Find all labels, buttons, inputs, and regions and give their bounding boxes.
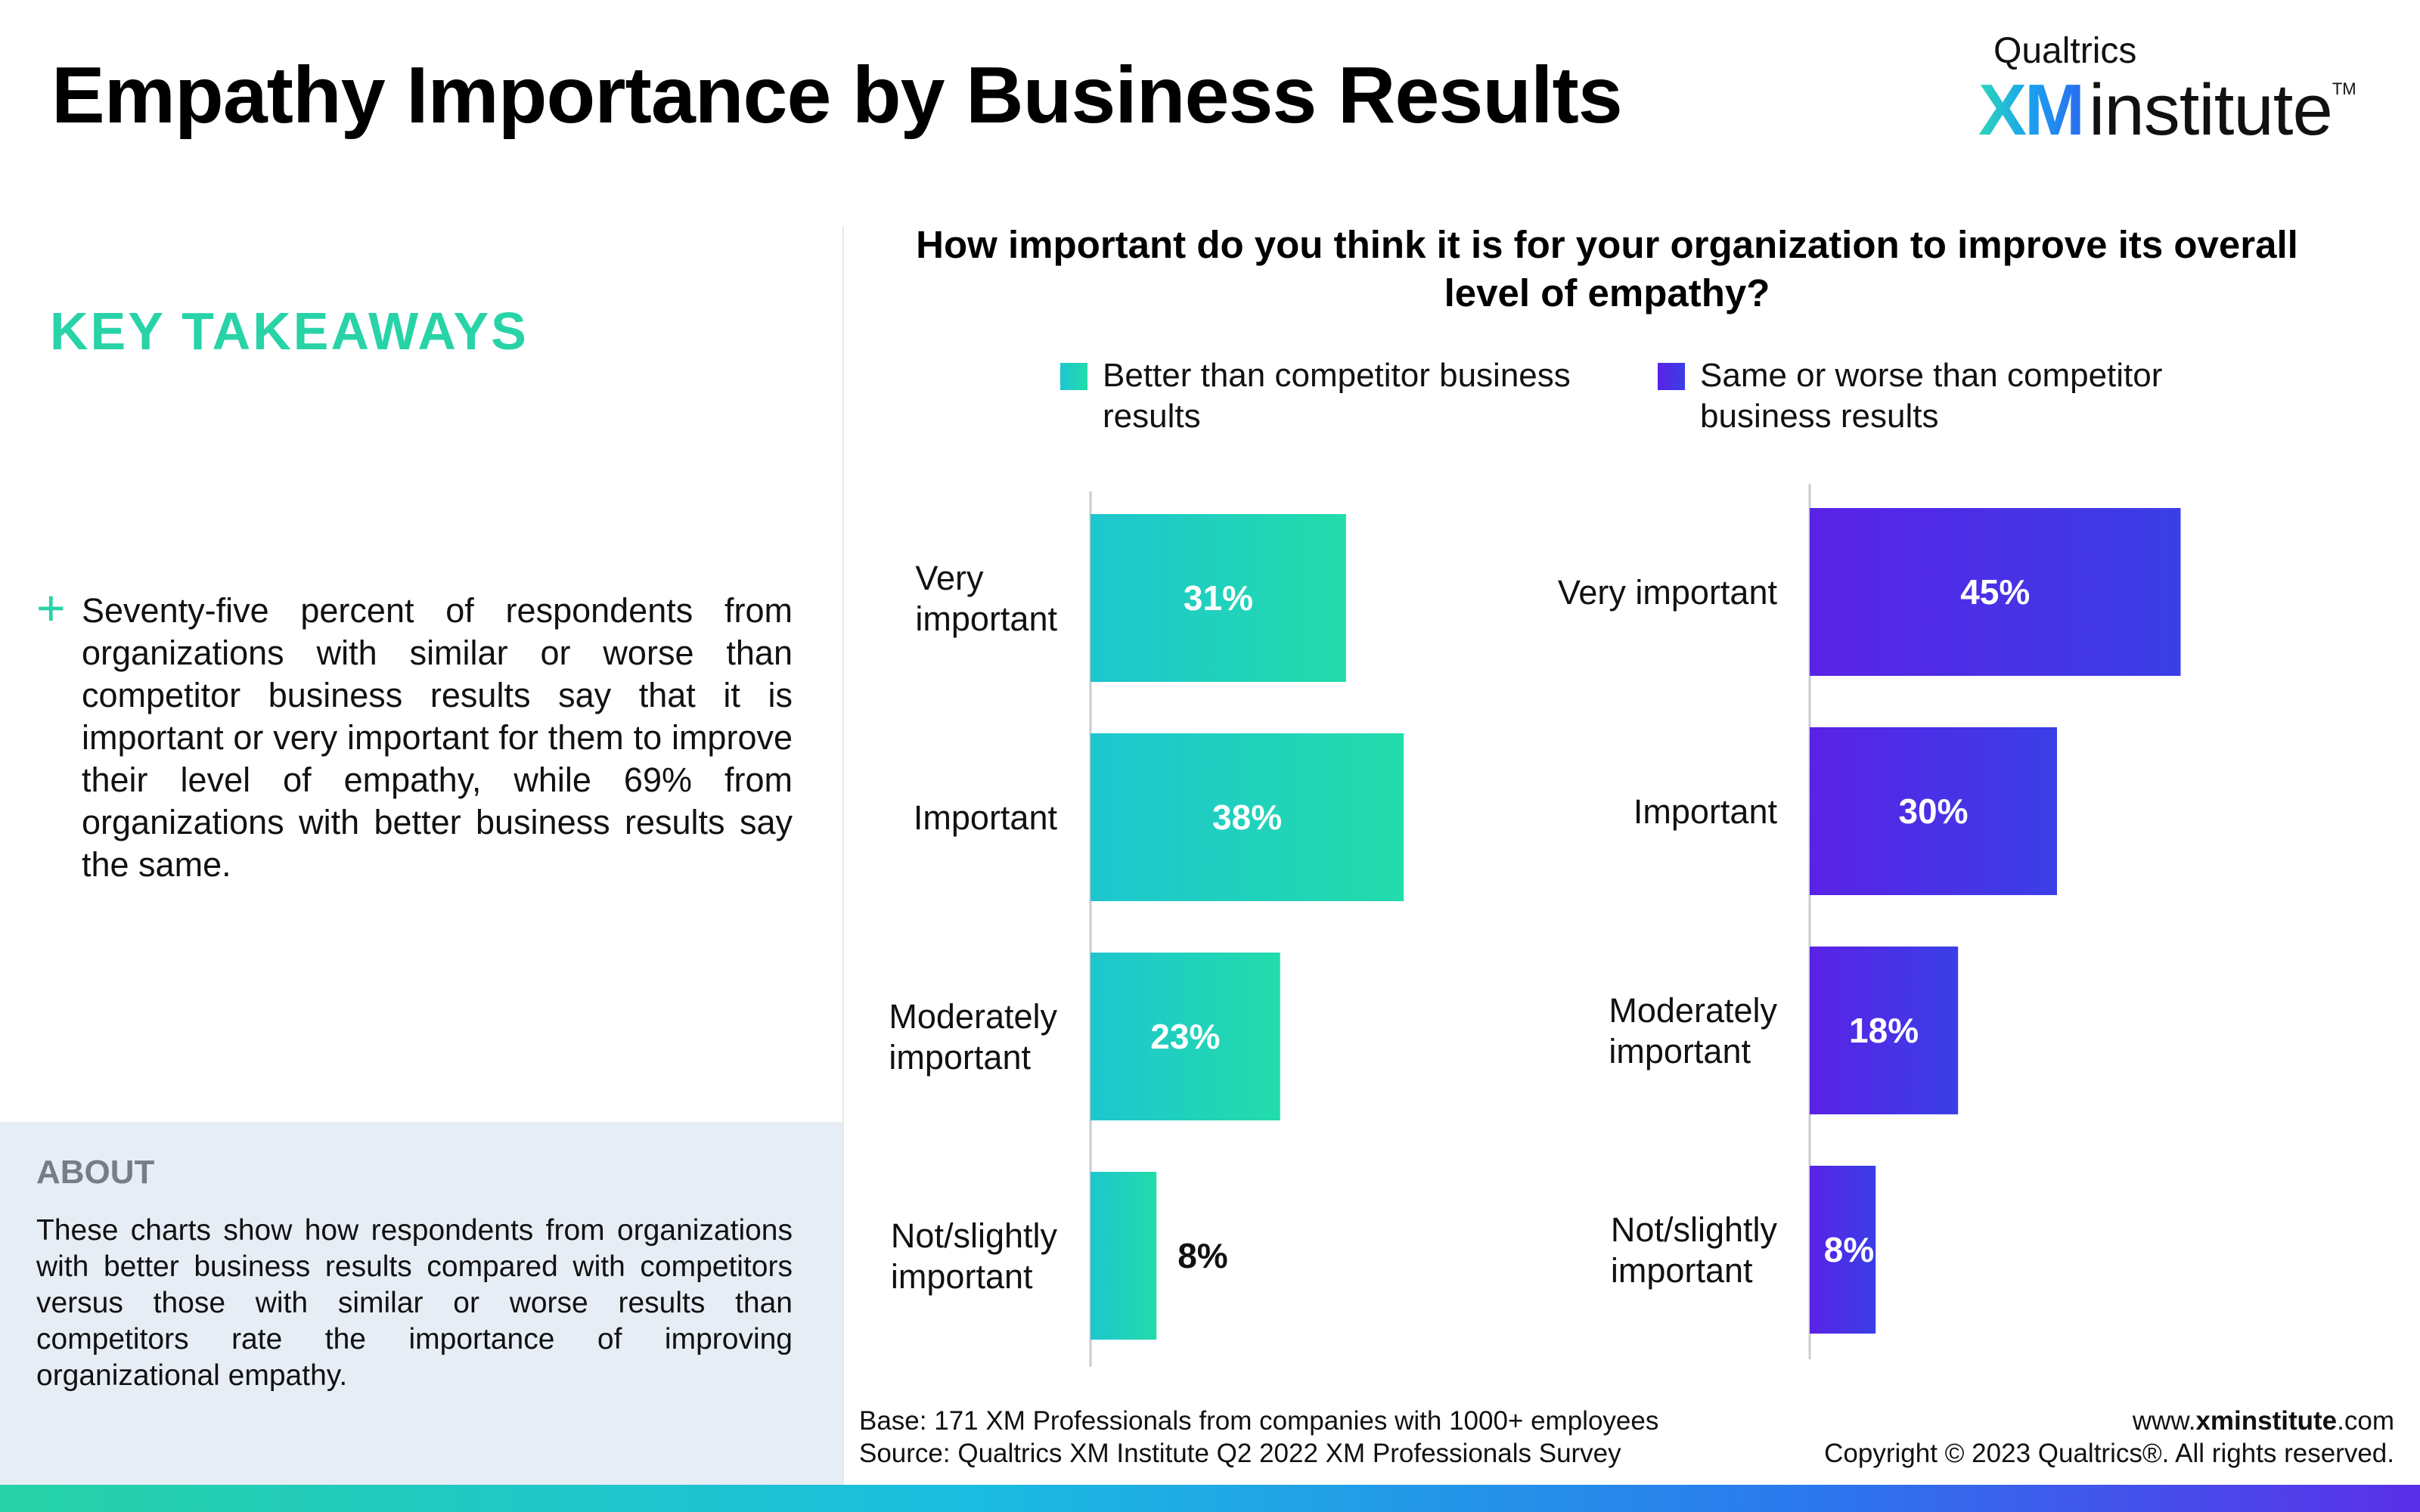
bar-worse-1	[1810, 508, 2181, 676]
category-label-worse-1: Very important	[1558, 573, 1778, 612]
about-heading: ABOUT	[36, 1154, 155, 1191]
footer-url: www.xminstitute.com	[2132, 1406, 2394, 1436]
value-label-worse-1: 45%	[1960, 572, 2030, 612]
bar-better-3	[1091, 953, 1280, 1120]
legend-label-worse-line2: business results	[1700, 398, 1939, 435]
value-label-better-3: 23%	[1150, 1017, 1220, 1056]
about-panel: ABOUT These charts show how respondents …	[0, 1122, 842, 1485]
category-label-better-2: Important	[914, 798, 1058, 837]
legend-item-better: Better than competitor business results	[1060, 355, 1571, 437]
about-text: These charts show how respondents from o…	[36, 1214, 793, 1392]
legend-label-better-line1: Better than competitor business	[1103, 357, 1571, 394]
page-title: Empathy Importance by Business Results	[51, 51, 1623, 140]
bar-worse-4	[1810, 1166, 1876, 1334]
bar-worse-3	[1810, 947, 1959, 1114]
value-label-better-4: 8%	[1177, 1236, 1227, 1275]
category-label-better-3: Moderately important	[889, 997, 1057, 1077]
footer-copyright: Copyright © 2023 Qualtrics®. All rights …	[1824, 1439, 2394, 1468]
legend-item-worse: Same or worse than competitor business r…	[1658, 355, 2162, 437]
legend-swatch-better	[1060, 363, 1087, 390]
legend-label-better-line2: results	[1103, 398, 1201, 435]
logo-trademark: TM	[2332, 79, 2356, 98]
bar-better-1	[1091, 514, 1346, 682]
bar-better-4	[1091, 1172, 1157, 1340]
value-label-worse-2: 30%	[1898, 792, 1968, 831]
footer-source: Source: Qualtrics XM Institute Q2 2022 X…	[859, 1439, 1621, 1468]
column-divider	[842, 227, 844, 1486]
category-label-better-1: Very important	[915, 559, 1057, 638]
legend-label-worse-line1: Same or worse than competitor	[1700, 357, 2163, 394]
bottom-gradient-band	[0, 1485, 2420, 1512]
category-label-better-4: Not/slightly important	[891, 1216, 1058, 1296]
key-takeaways-heading: KEY TAKEAWAYS	[50, 302, 529, 361]
xm-institute-logo: Qualtrics XMinstituteTM	[1978, 30, 2372, 152]
category-label-worse-4: Not/slightly important	[1611, 1210, 1778, 1290]
value-label-worse-4: 8%	[1824, 1230, 1874, 1269]
footer-base: Base: 171 XM Professionals from companie…	[859, 1406, 1659, 1436]
logo-institute-text: institute	[2089, 70, 2333, 150]
legend-swatch-worse	[1658, 363, 1685, 390]
bar-worse-2	[1810, 727, 2057, 895]
footer-credits: www.xminstitute.com Copyright © 2023 Qua…	[1824, 1405, 2394, 1470]
takeaway-text: Seventy-five percent of respondents from…	[82, 591, 793, 884]
value-label-better-1: 31%	[1184, 578, 1253, 618]
category-label-worse-3: Moderately important	[1609, 991, 1777, 1070]
bar-better-2	[1091, 733, 1404, 901]
footer-notes: Base: 171 XM Professionals from companie…	[859, 1405, 1658, 1470]
value-label-better-2: 38%	[1212, 798, 1282, 837]
chart-title: How important do you think it is for you…	[916, 223, 2298, 314]
value-label-worse-3: 18%	[1849, 1011, 1919, 1050]
plus-icon: +	[36, 580, 66, 636]
footer-url-bold: xminstitute	[2195, 1406, 2338, 1436]
logo-xm-text: XM	[1978, 70, 2085, 150]
category-label-worse-2: Important	[1634, 792, 1778, 831]
logo-qualtrics-text: Qualtrics	[1993, 31, 2137, 71]
takeaway-bullet: + Seventy-five percent of respondents fr…	[36, 580, 793, 886]
